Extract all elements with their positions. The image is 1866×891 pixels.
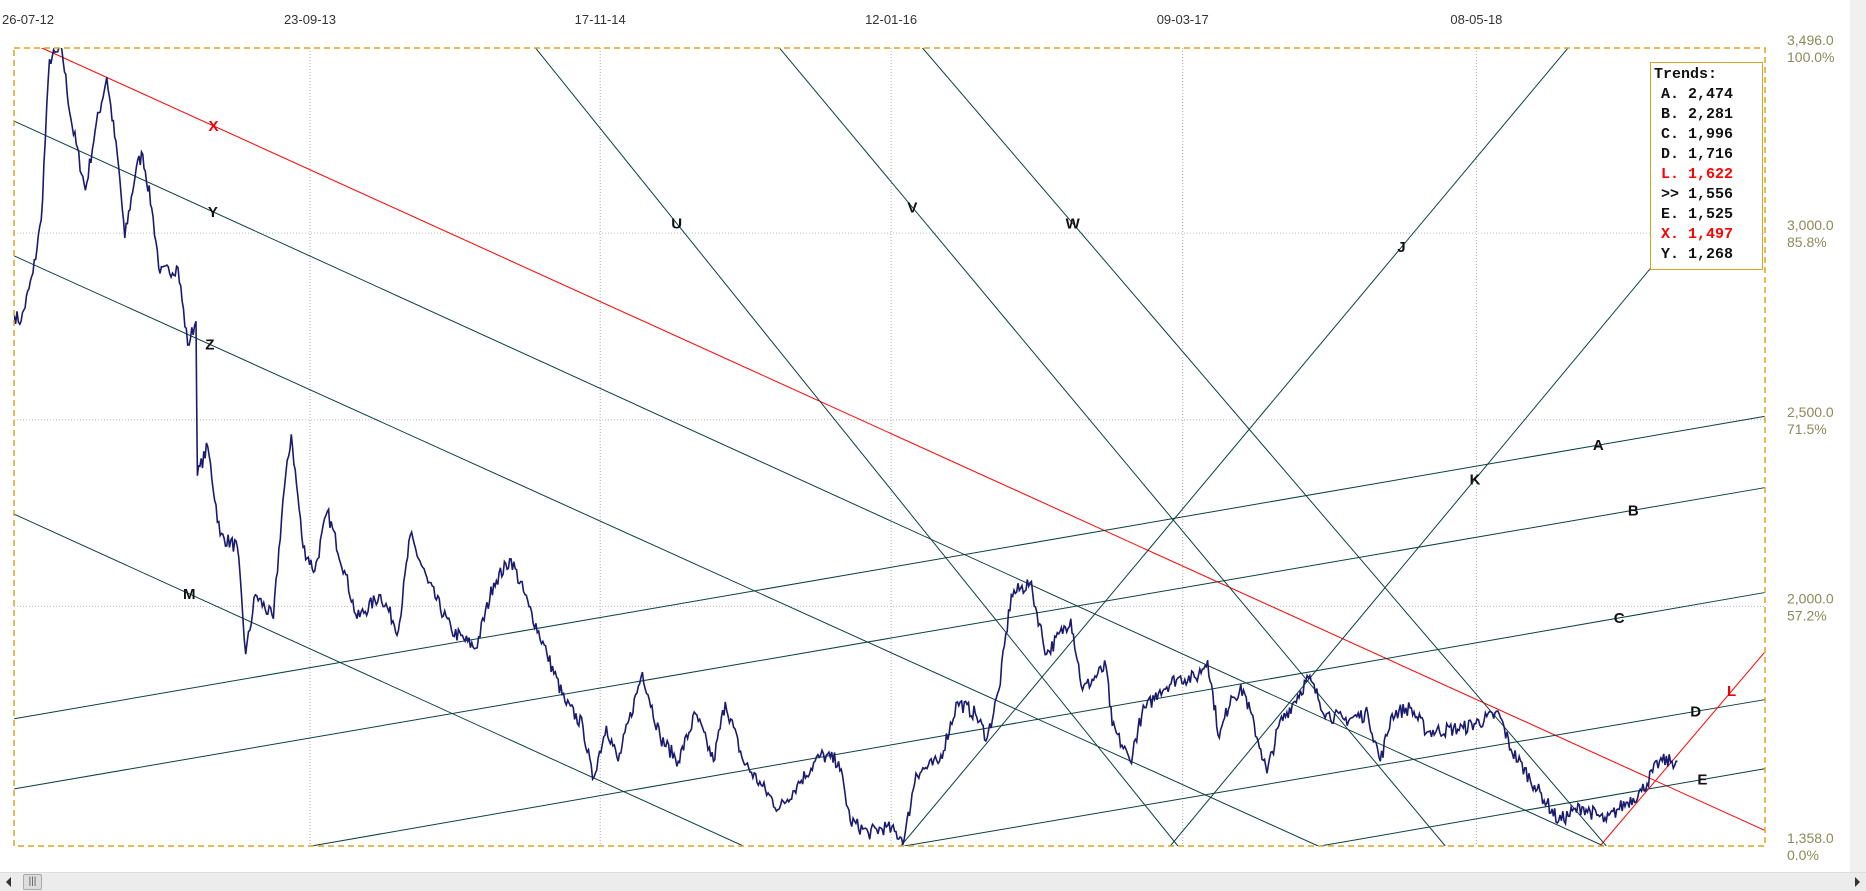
- trend-label-y: Y: [208, 204, 218, 221]
- trend-label-v: V: [907, 199, 917, 216]
- trend-label-c: C: [1614, 610, 1625, 627]
- legend-value: 1,497: [1679, 226, 1734, 243]
- trend-line-x: [40, 48, 1765, 831]
- x-tick-label: 17-11-14: [575, 12, 626, 27]
- legend-key: >>: [1661, 186, 1680, 203]
- trend-label-z: Z: [205, 336, 214, 353]
- legend-entry: >> 1,556: [1654, 185, 1759, 205]
- right-margin-strip: [1850, 0, 1866, 872]
- legend-entry: D. 1,716: [1654, 145, 1759, 165]
- legend-value: 1,525: [1679, 206, 1734, 223]
- trend-line-v: [778, 48, 1446, 846]
- trend-label-u: U: [671, 215, 682, 232]
- legend-title: Trends:: [1654, 66, 1718, 83]
- x-tick-label: 09-03-17: [1157, 12, 1209, 27]
- legend-entry: Y. 1,268: [1654, 245, 1759, 265]
- legend-entry: B. 2,281: [1654, 105, 1759, 125]
- trend-line-y: [14, 120, 1604, 846]
- y-tick-percent: 71.5%: [1787, 421, 1827, 437]
- legend-value: 1,268: [1679, 246, 1734, 263]
- trend-line-a: [14, 415, 1765, 720]
- y-tick-label: 3,496.0: [1787, 32, 1834, 48]
- trend-label-w: W: [1066, 215, 1081, 232]
- trend-label-e: E: [1697, 772, 1707, 789]
- scrollbar-thumb[interactable]: |||: [23, 874, 42, 890]
- legend-key: C.: [1661, 126, 1680, 143]
- legend-entry: A. 2,474: [1654, 85, 1759, 105]
- legend-value: 2,281: [1679, 106, 1734, 123]
- trend-line-u: [534, 48, 1179, 846]
- legend-entry: X. 1,497: [1654, 225, 1759, 245]
- legend-key: B.: [1661, 106, 1680, 123]
- legend-value: 1,716: [1679, 146, 1734, 163]
- plot-frame: [13, 47, 1766, 847]
- trend-line-k: [1169, 263, 1655, 846]
- trend-label-d: D: [1690, 703, 1701, 720]
- scroll-left-arrow-icon[interactable]: [6, 877, 11, 887]
- y-tick-percent: 57.2%: [1787, 607, 1827, 623]
- legend-entry: C. 1,996: [1654, 125, 1759, 145]
- trend-line-j: [900, 48, 1569, 846]
- trend-label-b: B: [1628, 502, 1639, 519]
- legend-key: D.: [1661, 146, 1680, 163]
- y-tick-percent: 100.0%: [1787, 49, 1834, 65]
- x-tick-label: 26-07-12: [2, 12, 54, 27]
- legend-key: A.: [1661, 86, 1680, 103]
- y-tick-label: 1,358.0: [1787, 830, 1834, 846]
- y-tick-percent: 85.8%: [1787, 234, 1827, 250]
- legend-entry: E. 1,525: [1654, 205, 1759, 225]
- x-tick-label: 12-01-16: [865, 12, 917, 27]
- legend-value: 1,622: [1679, 166, 1734, 183]
- legend-value: 2,474: [1679, 86, 1734, 103]
- y-tick-percent: 0.0%: [1787, 847, 1819, 863]
- trend-label-a: A: [1593, 437, 1604, 454]
- trend-line-b: [14, 487, 1765, 790]
- legend-key: X.: [1661, 226, 1680, 243]
- trend-line-z: [14, 255, 1319, 846]
- legend-value: 1,556: [1679, 186, 1734, 203]
- trends-legend: Trends: A. 2,474 B. 2,281 C. 1,996 D. 1,716…: [1650, 62, 1763, 270]
- y-tick-label: 3,000.0: [1787, 217, 1834, 233]
- price-line: [14, 48, 1678, 845]
- legend-value: 1,996: [1679, 126, 1734, 143]
- trend-label-m: M: [183, 586, 196, 603]
- legend-key: L.: [1661, 166, 1680, 183]
- trend-line-m: [14, 513, 744, 846]
- trend-label-j: J: [1397, 239, 1405, 256]
- trend-line-d: [904, 699, 1765, 846]
- horizontal-scrollbar[interactable]: |||: [0, 872, 1866, 891]
- trend-lines: [14, 48, 1765, 846]
- y-tick-label: 2,000.0: [1787, 590, 1834, 606]
- legend-key: Y.: [1661, 246, 1680, 263]
- legend-entry: L. 1,622: [1654, 165, 1759, 185]
- trend-line-l: [1599, 651, 1765, 846]
- x-tick-label: 23-09-13: [284, 12, 336, 27]
- legend-key: E.: [1661, 206, 1680, 223]
- x-tick-label: 08-05-18: [1450, 12, 1502, 27]
- scroll-right-arrow-icon[interactable]: [1855, 877, 1860, 887]
- trend-line-c: [311, 592, 1765, 846]
- trend-label-l: L: [1727, 683, 1736, 700]
- price-chart: 26-07-12 23-09-13 17-11-14 12-01-16 09-03-17…: [2, 12, 1834, 863]
- trend-label-k: K: [1470, 471, 1481, 488]
- y-tick-label: 2,500.0: [1787, 404, 1834, 420]
- trend-line-e: [1320, 768, 1765, 846]
- trend-label-x: X: [209, 118, 219, 135]
